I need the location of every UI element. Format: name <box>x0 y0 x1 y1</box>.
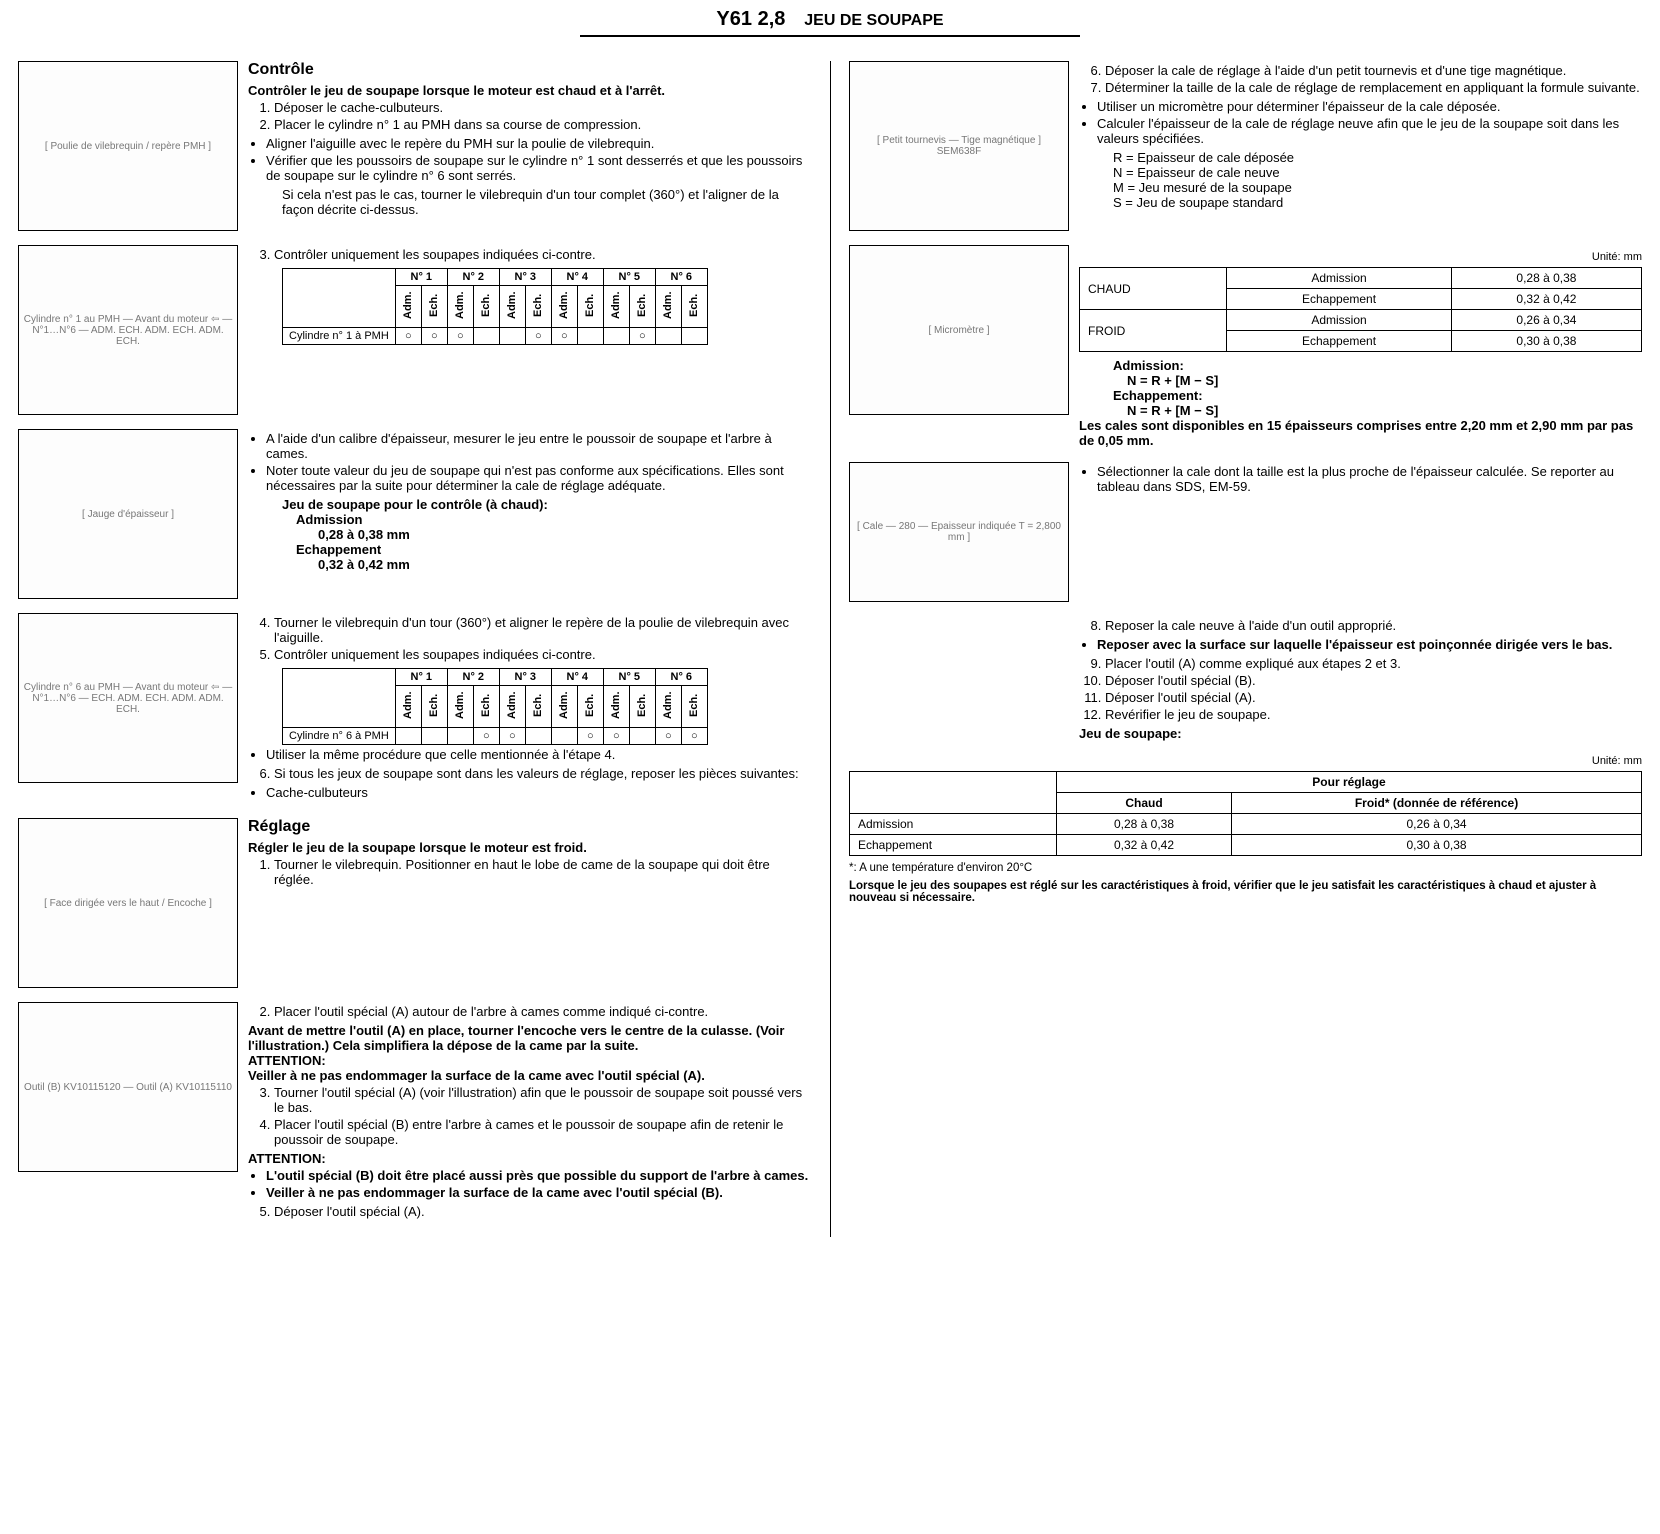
step-r4: Placer l'outil spécial (B) entre l'arbre… <box>274 1117 812 1147</box>
figure-screwdriver: [ Petit tournevis — Tige magnétique ] SE… <box>849 61 1069 231</box>
def-R: R = Epaisseur de cale déposée <box>1113 150 1642 165</box>
step-11: Déposer l'outil spécial (A). <box>1105 690 1642 705</box>
heading-reglage: Réglage <box>248 818 812 836</box>
step-6: Déposer la cale de réglage à l'aide d'un… <box>1105 63 1642 78</box>
table-clearance-hot-cold: CHAUD Admission 0,28 à 0,38 Echappement … <box>1079 267 1642 352</box>
step-7: Déterminer la taille de la cale de régla… <box>1105 80 1642 95</box>
bullet-select: Sélectionner la cale dont la taille est … <box>1097 464 1642 494</box>
shim-note: Les cales sont disponibles en 15 épaisse… <box>1079 418 1642 448</box>
unit-1: Unité: mm <box>1079 251 1642 263</box>
note-cold: Régler le jeu de la soupape lorsque le m… <box>248 840 812 855</box>
def-N: N = Epaisseur de cale neuve <box>1113 165 1642 180</box>
step-6l: Si tous les jeux de soupape sont dans le… <box>274 766 812 781</box>
figure-feeler-gauge: [ Jauge d'épaisseur ] <box>18 429 238 599</box>
bullet-attnB2: Veiller à ne pas endommager la surface d… <box>266 1185 812 1200</box>
bullet-2a: Aligner l'aiguille avec le repère du PMH… <box>266 136 812 151</box>
step-r2: Placer l'outil spécial (A) autour de l'a… <box>274 1004 812 1019</box>
attn1: ATTENTION: <box>248 1053 812 1068</box>
attn-A: Veiller à ne pas endommager la surface d… <box>248 1068 812 1083</box>
step-2: Placer le cylindre n° 1 au PMH dans sa c… <box>274 117 812 132</box>
heading-controle: Contrôle <box>248 61 812 79</box>
note-hot: Contrôler le jeu de soupape lorsque le m… <box>248 83 812 98</box>
bullet-attnB1: L'outil spécial (B) doit être placé auss… <box>266 1168 812 1183</box>
figure-shim-280: [ Cale — 280 — Epaisseur indiquée T = 2,… <box>849 462 1069 602</box>
figure-cyl6-pmh: Cylindre n° 6 au PMH — Avant du moteur ⇦… <box>18 613 238 783</box>
step-9: Placer l'outil (A) comme expliqué aux ét… <box>1105 656 1642 671</box>
bullet-after1: Utiliser la même procédure que celle men… <box>266 747 812 762</box>
step-8: Reposer la cale neuve à l'aide d'un outi… <box>1105 618 1642 633</box>
table-clearance-adjust: Pour réglage Chaud Froid* (donnée de réf… <box>849 771 1642 856</box>
def-M: M = Jeu mesuré de la soupape <box>1113 180 1642 195</box>
doc-title: JEU DE SOUPAPE <box>804 12 943 29</box>
figure-cyl1-pmh: Cylindre n° 1 au PMH — Avant du moteur ⇦… <box>18 245 238 415</box>
spec-head: Jeu de soupape pour le contrôle (à chaud… <box>282 497 812 512</box>
bullet-measure-1: A l'aide d'un calibre d'épaisseur, mesur… <box>266 431 812 461</box>
page-header: Y61 2,8 JEU DE SOUPAPE <box>580 8 1080 37</box>
footnote-2: Lorsque le jeu des soupapes est réglé su… <box>849 880 1642 904</box>
step-10: Déposer l'outil spécial (B). <box>1105 673 1642 688</box>
bullet-measure-2: Noter toute valeur du jeu de soupape qui… <box>266 463 812 493</box>
spec-head2: Jeu de soupape: <box>1079 726 1642 741</box>
form-ech-l: Echappement: <box>1113 388 1642 403</box>
step-r3: Tourner l'outil spécial (A) (voir l'illu… <box>274 1085 812 1115</box>
step-5: Contrôler uniquement les soupapes indiqu… <box>274 647 812 662</box>
step-4: Tourner le vilebrequin d'un tour (360°) … <box>274 615 812 645</box>
figure-micrometer: [ Micromètre ] <box>849 245 1069 415</box>
table-valve-check-cyl6: N° 1 N° 2 N° 3 N° 4 N° 5 N° 6 Adm. Ech. … <box>282 668 708 745</box>
step-1: Déposer le cache-culbuteurs. <box>274 100 812 115</box>
figure-notch: [ Face dirigée vers le haut / Encoche ] <box>18 818 238 988</box>
def-S: S = Jeu de soupape standard <box>1113 195 1642 210</box>
step-r1: Tourner le vilebrequin. Positionner en h… <box>274 857 812 887</box>
note-360: Si cela n'est pas le cas, tourner le vil… <box>282 187 812 217</box>
warn-r2: Avant de mettre l'outil (A) en place, to… <box>248 1023 812 1053</box>
form-ech-v: N = R + [M − S] <box>1127 403 1642 418</box>
table-valve-check-cyl1: N° 1 N° 2 N° 3 N° 4 N° 5 N° 6 Adm. Ech. … <box>282 268 708 345</box>
doc-code: Y61 2,8 <box>716 8 785 30</box>
bullet-after2: Cache-culbuteurs <box>266 785 812 800</box>
bullet-7a: Utiliser un micromètre pour déterminer l… <box>1097 99 1642 114</box>
bullet-7b: Calculer l'épaisseur de la cale de régla… <box>1097 116 1642 146</box>
step-3: Contrôler uniquement les soupapes indiqu… <box>274 247 812 262</box>
figure-pulley: [ Poulie de vilebrequin / repère PMH ] <box>18 61 238 231</box>
step-r5: Déposer l'outil spécial (A). <box>274 1204 812 1219</box>
unit-2: Unité: mm <box>849 755 1642 767</box>
figure-tools-ab: Outil (B) KV10115120 — Outil (A) KV10115… <box>18 1002 238 1172</box>
form-adm-v: N = R + [M − S] <box>1127 373 1642 388</box>
column-left: [ Poulie de vilebrequin / repère PMH ] C… <box>18 61 830 1237</box>
footnote-1: *: A une température d'environ 20°C <box>849 862 1642 874</box>
step-12: Revérifier le jeu de soupape. <box>1105 707 1642 722</box>
attn2: ATTENTION: <box>248 1151 812 1166</box>
column-right: [ Petit tournevis — Tige magnétique ] SE… <box>830 61 1642 1237</box>
form-adm-l: Admission: <box>1113 358 1642 373</box>
bullet-2b: Vérifier que les poussoirs de soupape su… <box>266 153 812 183</box>
bullet-8a: Reposer avec la surface sur laquelle l'é… <box>1097 637 1642 652</box>
